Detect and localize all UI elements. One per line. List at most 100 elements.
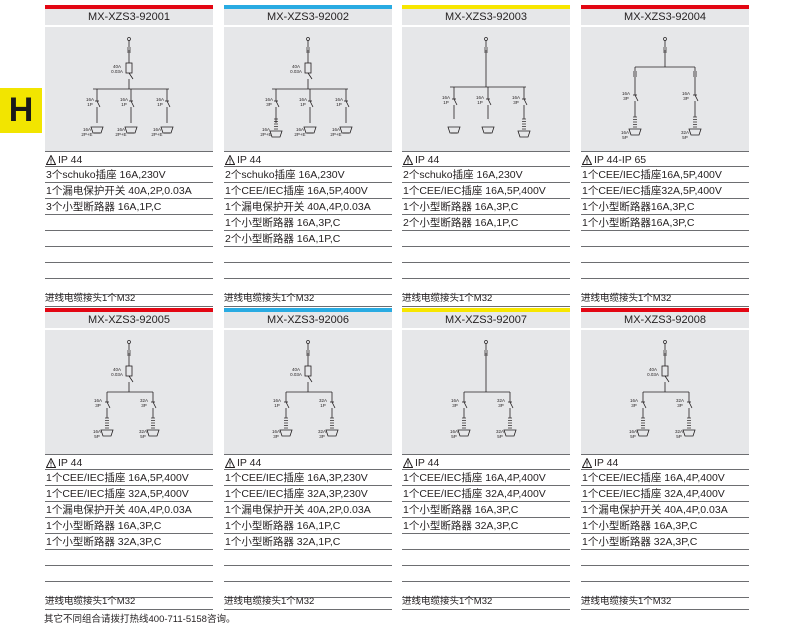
diagram-label: 16A	[94, 398, 102, 403]
bottom-note: 其它不同组合请拨打热线400-711-5158咨询。	[44, 614, 236, 625]
diagram-label: 1P	[336, 102, 342, 107]
section-tab-h: H	[0, 88, 42, 133]
wiring-diagram: 40A 0.03A 16A 3P 16A 5P 32A 3P 32A 5P	[45, 330, 213, 454]
spec-row: 2个小型断路器 16A,1P,C	[224, 231, 392, 247]
diagram-label: 16A	[120, 97, 128, 102]
spec-row: 1个CEE/IEC插座 16A,3P,230V	[224, 470, 392, 486]
diagram-label: 5P	[676, 434, 682, 439]
wiring-diagram: 40A 0.03A 16A 3P 16A 2P+E 16A 1P 16A 2P+E 16A 1P 16A…	[224, 27, 392, 151]
spec-row: 1个CEE/IEC插座 32A,3P,230V	[224, 486, 392, 502]
diagram-label: 16A	[272, 429, 280, 434]
diagram-label: 16A	[153, 127, 161, 132]
diagram-label: 0.03A	[647, 372, 659, 377]
warning-icon	[46, 458, 56, 468]
cable-gland-note: 进线电缆接头1个M32	[45, 595, 213, 610]
spec-row	[402, 247, 570, 263]
diagram-label: 3P	[631, 403, 637, 408]
cable-gland-note: 进线电缆接头1个M32	[224, 595, 392, 610]
diagram-label: 2P+E	[151, 132, 162, 137]
diagram-label: 16A	[442, 95, 450, 100]
diagram-label: 3P	[319, 434, 325, 439]
diagram-label: 3P	[273, 434, 279, 439]
spec-row: 1个小型断路器 32A,3P,C	[45, 534, 213, 550]
diagram-label: 3P	[141, 403, 147, 408]
ip-rating-row: IP 44-IP 65	[581, 151, 749, 167]
spec-row	[45, 582, 213, 598]
diagram-label: 32A	[681, 130, 689, 135]
spec-row: 1个CEE/IEC插座 16A,4P,400V	[581, 470, 749, 486]
cable-gland-note: 进线电缆接头1个M32	[45, 292, 213, 307]
circuit-diagram-svg: 40A0.03A16A3P16A2P+E16A1P16A2P+E16A1P16A…	[260, 37, 353, 138]
spec-row	[402, 550, 570, 566]
spec-row: 1个CEE/IEC插座32A,5P,400V	[581, 183, 749, 199]
diagram-label: 40A	[113, 367, 121, 372]
warning-icon	[46, 155, 56, 165]
spec-row	[45, 279, 213, 295]
product-code: MX-XZS3-92001	[45, 5, 213, 25]
diagram-label: 2P+E	[294, 132, 305, 137]
diagram-label: 32A	[319, 398, 327, 403]
spec-row: 1个漏电保护开关 40A,4P,0.03A	[45, 502, 213, 518]
spec-row: 1个漏电保护开关 40A,2P,0.03A	[45, 183, 213, 199]
spec-row	[45, 550, 213, 566]
diagram-label: 0.03A	[111, 372, 123, 377]
wiring-diagram: 16A 3P 16A 5P 32A 3P 32A 5P	[402, 330, 570, 454]
spec-row	[581, 263, 749, 279]
product-card-4: MX-XZS3-92004 16A 3P 16A 5P 16A 3P 32A 5P IP 44…	[581, 5, 749, 307]
spec-row	[224, 263, 392, 279]
diagram-label: 0.03A	[290, 69, 302, 74]
wiring-diagram: 16A 1P 16A 1P 16A 3P	[402, 27, 570, 151]
spec-list: IP 44 1个CEE/IEC插座 16A,4P,400V 1个CEE/IEC插座 …	[581, 454, 749, 598]
diagram-label: 1P	[274, 403, 280, 408]
spec-row: 2个schuko插座 16A,230V	[402, 167, 570, 183]
spec-list: IP 44 2个schuko插座 16A,230V 1个CEE/IEC插座 16A,…	[402, 151, 570, 295]
product-card-6: MX-XZS3-92006 40A 0.03A 16A 1P 16A 3P 32A 1P 32A…	[224, 308, 392, 610]
diagram-label: 3P	[266, 102, 272, 107]
diagram-label: 1P	[477, 100, 483, 105]
spec-row: 1个小型断路器16A,3P,C	[581, 199, 749, 215]
diagram-label: 32A	[140, 398, 148, 403]
diagram-label: 32A	[497, 398, 505, 403]
spec-row	[581, 550, 749, 566]
ip-rating-row: IP 44	[224, 454, 392, 470]
spec-row: 1个CEE/IEC插座16A,5P,400V	[581, 167, 749, 183]
warning-icon	[582, 458, 592, 468]
ip-rating-row: IP 44	[402, 151, 570, 167]
product-card-2: MX-XZS3-92002 40A 0.03A 16A 3P 16A 2P+E 16A 1P 1…	[224, 5, 392, 307]
product-card-1: MX-XZS3-92001 40A 0.03A 16A 1P 16A 2P+E 16A 1P 1…	[45, 5, 213, 307]
diagram-label: 16A	[621, 130, 629, 135]
warning-icon	[582, 155, 592, 165]
spec-row	[45, 231, 213, 247]
diagram-label: 5P	[682, 135, 688, 140]
spec-row: 2个小型断路器 16A,1P,C	[402, 215, 570, 231]
diagram-label: 16A	[86, 97, 94, 102]
ip-rating: IP 44	[58, 154, 83, 166]
spec-row	[581, 582, 749, 598]
product-card-7: MX-XZS3-92007 16A 3P 16A 5P 32A 3P 32A 5P IP 44…	[402, 308, 570, 610]
diagram-label: 2P+E	[115, 132, 126, 137]
spec-row	[224, 279, 392, 295]
ip-rating: IP 44	[415, 154, 440, 166]
spec-row	[224, 566, 392, 582]
diagram-label: 16A	[682, 91, 690, 96]
diagram-label: 16A	[476, 95, 484, 100]
wiring-diagram: 40A 0.03A 16A 1P 16A 2P+E 16A 1P 16A 2P+E 16A 1P 16A…	[45, 27, 213, 151]
spec-row: 1个CEE/IEC插座 16A,5P,400V	[402, 183, 570, 199]
spec-row	[581, 247, 749, 263]
ip-rating: IP 44	[237, 457, 262, 469]
diagram-label: 16A	[335, 97, 343, 102]
warning-icon	[225, 458, 235, 468]
diagram-label: 3P	[683, 96, 689, 101]
spec-row: 1个小型断路器 16A,3P,C	[45, 518, 213, 534]
diagram-label: 5P	[622, 135, 628, 140]
diagram-label: 16A	[93, 429, 101, 434]
spec-row: 1个CEE/IEC插座 16A,5P,400V	[45, 470, 213, 486]
diagram-label: 2P+E	[330, 132, 341, 137]
ip-rating-row: IP 44	[402, 454, 570, 470]
spec-row: 1个CEE/IEC插座 32A,4P,400V	[581, 486, 749, 502]
ip-rating-row: IP 44	[45, 151, 213, 167]
spec-list: IP 44 1个CEE/IEC插座 16A,3P,230V 1个CEE/IEC插座 …	[224, 454, 392, 598]
